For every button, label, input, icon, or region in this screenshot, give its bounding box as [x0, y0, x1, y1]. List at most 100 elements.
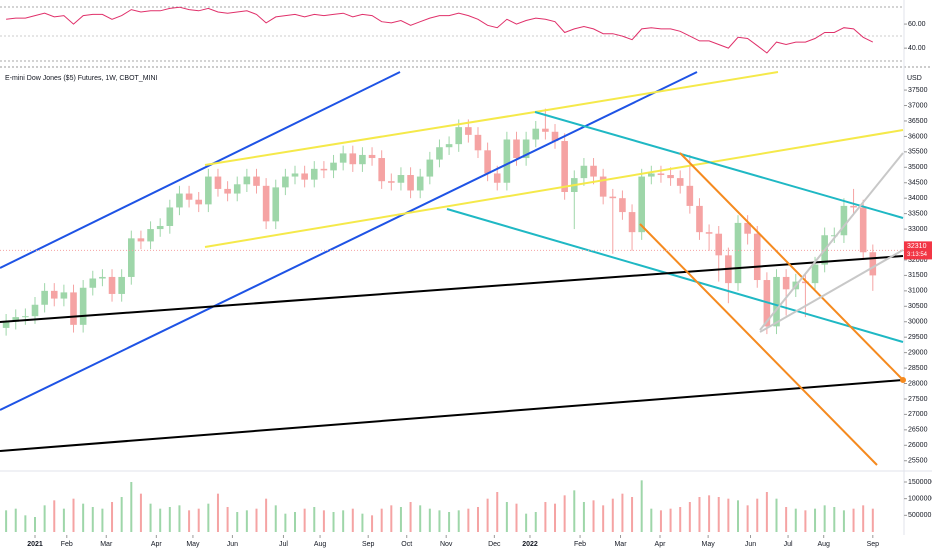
- candle-body: [532, 128, 540, 140]
- candle-body: [282, 176, 289, 188]
- y-tick-label: 37000: [908, 102, 928, 109]
- y-tick-label: 34500: [908, 180, 928, 187]
- candle-body: [156, 225, 164, 230]
- candle-body: [734, 222, 742, 284]
- candle-body: [599, 176, 607, 197]
- candle-body: [802, 281, 809, 284]
- candle-body: [89, 278, 97, 288]
- y-tick-label: 36000: [908, 133, 928, 140]
- candle-body: [339, 153, 347, 163]
- x-tick-label: Feb: [61, 541, 73, 548]
- candle-body: [715, 233, 723, 256]
- candle-body: [840, 205, 848, 236]
- x-tick-label: Mar: [100, 541, 113, 548]
- candle-body: [310, 168, 318, 180]
- candle-body: [830, 235, 838, 237]
- last-price-label: 32310: [907, 243, 927, 250]
- candle-body: [147, 229, 154, 242]
- candle-body: [744, 222, 751, 234]
- candle-body: [850, 205, 857, 208]
- trend-line: [446, 208, 904, 343]
- y-tick-label: 28000: [908, 380, 928, 387]
- candle-body: [580, 165, 588, 179]
- rsi-line: [6, 6, 874, 54]
- candle-body: [619, 198, 626, 213]
- candle-body: [233, 184, 241, 194]
- candle-body: [696, 205, 703, 233]
- currency-label: USD: [907, 75, 922, 82]
- y-tick-label: 29500: [908, 334, 928, 341]
- y-tick-label: 35500: [908, 149, 928, 156]
- x-tick-label: Jul: [279, 541, 288, 548]
- candle-body: [205, 176, 212, 205]
- candle-body: [416, 176, 424, 191]
- candle-body: [609, 196, 617, 199]
- y-tick-label: 34000: [908, 195, 928, 202]
- trend-line: [759, 249, 904, 333]
- x-tick-label: 2021: [27, 541, 43, 548]
- candle-body: [657, 173, 665, 176]
- x-tick-label: Mar: [614, 541, 627, 548]
- candle-body: [291, 173, 299, 177]
- candle-body: [686, 185, 694, 206]
- x-tick-label: Jul: [784, 541, 793, 548]
- trend-line: [759, 152, 904, 331]
- volume-tick-label: 500000: [908, 512, 931, 519]
- candle-body: [166, 207, 174, 226]
- candle-body: [436, 147, 443, 160]
- x-tick-label: Feb: [574, 541, 586, 548]
- candle-body: [474, 134, 482, 151]
- volume-tick-label: 1000000: [908, 496, 932, 503]
- x-tick-label: May: [186, 541, 200, 548]
- y-tick-label: 35000: [908, 164, 928, 171]
- x-tick-label: 2022: [522, 541, 538, 548]
- candle-body: [782, 276, 790, 290]
- x-tick-label: Dec: [488, 541, 501, 548]
- candle-body: [859, 207, 867, 253]
- rsi-tick-label: 60.00: [908, 21, 926, 28]
- trend-line: [0, 71, 401, 269]
- volume-tick-label: 1500000: [908, 479, 932, 486]
- candle-body: [503, 139, 511, 183]
- candle-body: [753, 233, 761, 281]
- candle-body: [522, 139, 530, 159]
- candle-body: [811, 264, 819, 284]
- y-tick-label: 27500: [908, 396, 928, 403]
- candle-body: [349, 153, 357, 165]
- x-tick-label: Sep: [867, 541, 880, 548]
- x-tick-label: Oct: [401, 541, 412, 548]
- candle-body: [667, 175, 674, 179]
- candle-body: [118, 276, 125, 294]
- trend-lines: [0, 71, 906, 466]
- trend-line: [204, 111, 536, 166]
- candle-body: [426, 159, 434, 177]
- x-tick-label: Sep: [362, 541, 375, 548]
- trend-line: [204, 129, 904, 248]
- x-tick-label: Aug: [817, 541, 830, 548]
- candle-body: [378, 158, 385, 182]
- x-tick-label: Jun: [227, 541, 238, 548]
- y-tick-label: 26500: [908, 427, 928, 434]
- x-tick-label: Aug: [314, 541, 327, 548]
- y-tick-label: 31000: [908, 288, 928, 295]
- trend-line: [534, 71, 779, 113]
- candle-body: [869, 252, 877, 276]
- candle-body: [243, 176, 251, 185]
- trend-line: [639, 223, 878, 466]
- candle-body: [648, 173, 655, 177]
- candle-body: [368, 154, 376, 159]
- chart-title: E-mini Dow Jones ($5) Futures, 1W, CBOT_…: [5, 75, 158, 82]
- candle-body: [455, 127, 463, 145]
- candle-body: [22, 316, 29, 318]
- candle-body: [224, 188, 231, 194]
- y-tick-label: 28500: [908, 365, 928, 372]
- candle-body: [628, 212, 636, 233]
- candle-body: [262, 185, 270, 222]
- candle-body: [12, 317, 20, 322]
- candle-body: [214, 176, 222, 189]
- candle-body: [407, 175, 414, 191]
- candle-body: [705, 232, 713, 234]
- candle-body: [484, 150, 491, 174]
- last-price-box: [904, 241, 932, 260]
